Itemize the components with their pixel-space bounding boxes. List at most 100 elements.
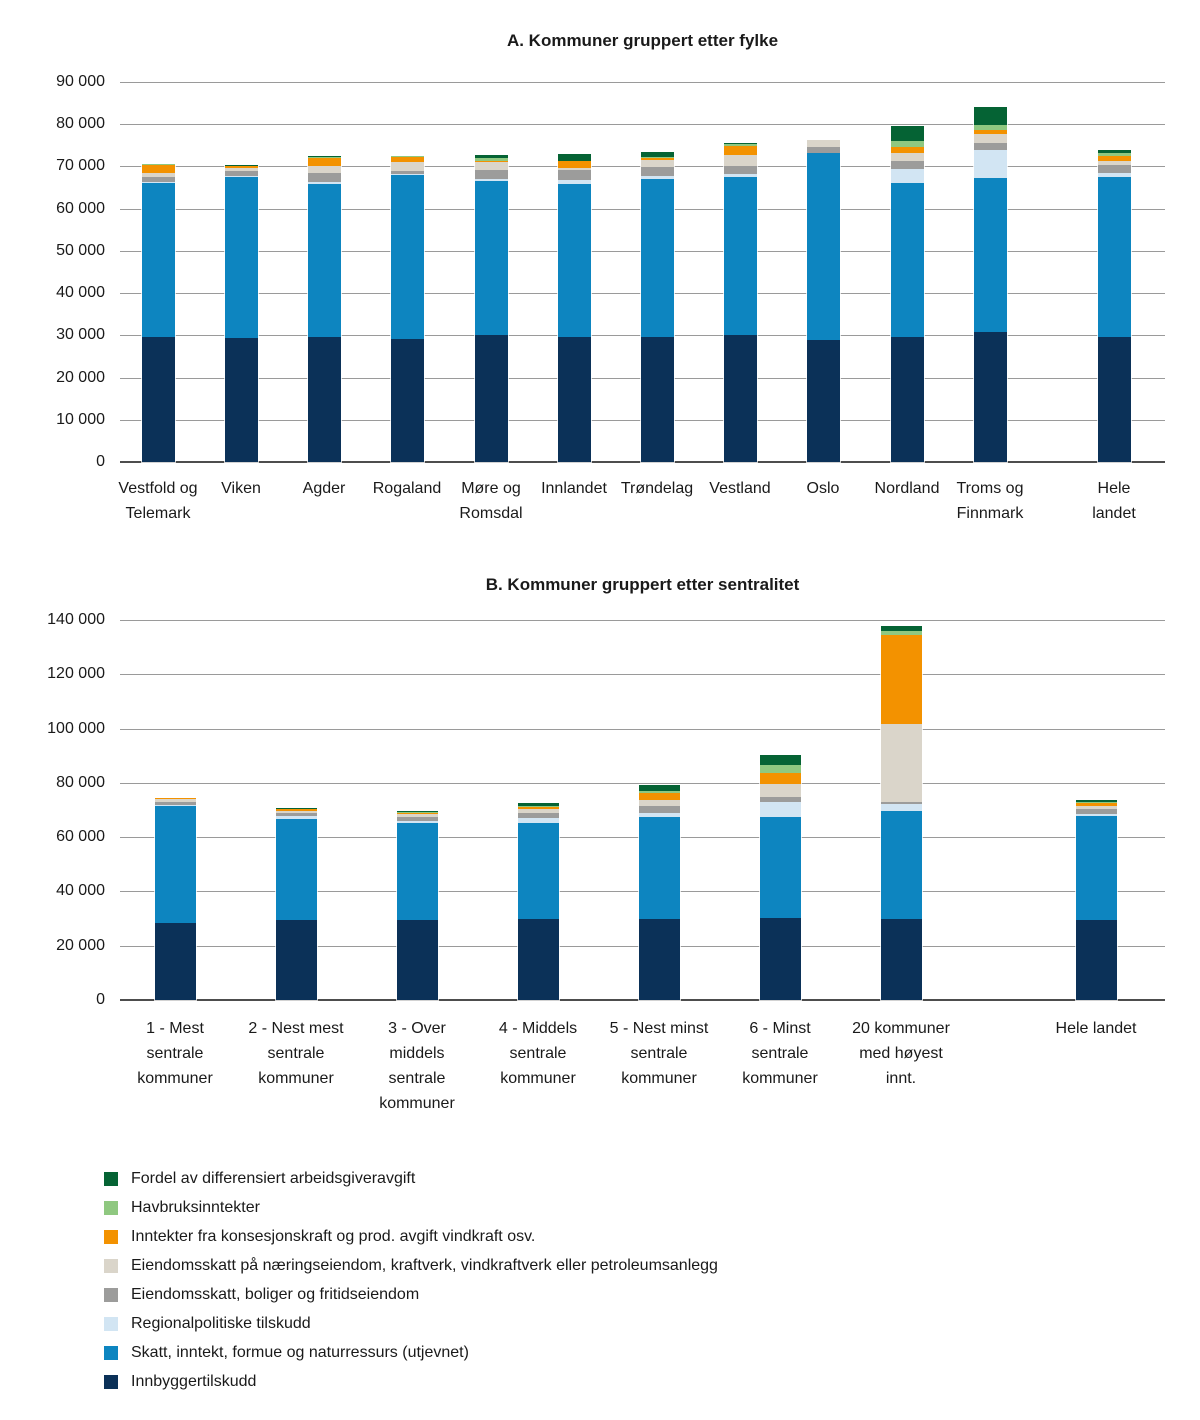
gridline [120,728,1165,730]
x-axis-label-line: 6 - Minst [749,1020,811,1037]
stacked-bar [759,754,801,1000]
bar-segment [474,162,508,171]
bar-segment [474,179,508,182]
bar-segment [275,808,317,811]
bar-segment [307,157,341,166]
x-axis-label-line: sentrale [751,1045,809,1062]
bar-segment [224,167,258,171]
bar-segment [141,183,175,338]
bar-segment [517,802,559,807]
bar-segment [557,179,591,185]
bar-segment [307,337,341,462]
bar-segment [307,156,341,158]
bar-segment [154,922,196,1000]
stacked-bar [640,151,674,462]
bar-segment [557,184,591,338]
bar-segment [474,158,508,161]
bar-segment [275,819,317,921]
x-axis-label-line: Telemark [125,505,191,522]
bar-segment [141,337,175,462]
x-axis-label-line: innt. [885,1070,917,1087]
legend-item-label: Regionalpolitiske tilskudd [131,1314,311,1332]
bar-segment [1097,153,1131,156]
bar-segment [880,801,922,805]
legend-item-label: Eiendomsskatt på næringseiendom, kraftve… [131,1256,718,1274]
legend-item: Fordel av differensiert arbeidsgiveravgi… [104,1164,415,1193]
bar-segment [640,179,674,337]
bar-segment [141,172,175,177]
bar-segment [141,164,175,173]
x-axis-label-line: Nordland [874,480,940,497]
bar-segment [517,818,559,823]
bar-segment [880,918,922,1000]
bar-segment [396,813,438,818]
legend-item-label: Skatt, inntekt, formue og naturressurs (… [131,1343,469,1361]
x-axis-label: 2 - Nest mest sentrale kommuner [221,1016,371,1091]
chart-a-plot-area: 90 000 80 000 70 000 60 000 50 000 40 000 30 0… [56,73,1165,522]
bar-segment [396,812,438,813]
bar-segment [474,155,508,159]
legend-swatch [104,1258,118,1273]
bar-segment [890,169,924,183]
bar-segment [880,724,922,802]
x-axis-label-line: Hele landet [1055,1020,1137,1037]
bar-segment [517,822,559,919]
bar-segment [517,918,559,1000]
x-axis-label: 20 kommuner med høyest innt. [826,1016,976,1091]
x-axis-label-line: Troms og [956,480,1024,497]
bar-segment [307,182,341,185]
bar-segment [638,799,680,807]
legend-item-label: Fordel av differensiert arbeidsgiveravgi… [131,1169,416,1187]
x-axis-label-line: sentrale [146,1045,204,1062]
bar-segment [759,801,801,818]
gridline [120,82,1165,83]
bar-segment [517,809,559,813]
stacked-bar [275,808,317,1000]
chart-a-title: A. Kommuner gruppert etter fylke [506,31,779,50]
bar-segment [759,817,801,918]
bar-segment [973,107,1007,126]
legend-swatch [104,1316,118,1331]
x-axis-label-line: Romsdal [459,505,523,522]
bar-segment [806,339,840,462]
gridline [120,620,1165,621]
bar-segment [880,811,922,919]
stacked-bar [307,156,341,462]
bar-segment [474,160,508,163]
bar-segment [224,338,258,462]
legend-item: Regionalpolitiske tilskudd [104,1309,311,1338]
x-axis-line [120,461,1165,463]
legend-item: Havbruksinntekter [104,1193,260,1222]
bar-segment [1075,799,1117,802]
x-axis-line [120,999,1165,1001]
bar-segment [154,805,196,807]
x-axis-label: 4 - Middels sentrale kommuner [463,1016,613,1091]
bar-segment [1097,337,1131,462]
bar-segment [759,754,801,766]
bar-segment [1097,172,1131,177]
bar-segment [723,145,757,156]
bar-segment [275,810,317,813]
bar-segment [890,126,924,142]
legend-swatch [104,1229,118,1244]
bar-segment [1075,814,1117,817]
bar-segment [154,806,196,923]
x-axis-label-line: Vestfold og [118,480,198,497]
x-axis-label-line: Trøndelag [620,480,694,497]
bar-segment [396,822,438,920]
y-tick-label: 40 000 [56,284,105,302]
x-axis-label: Hele landet [1021,1016,1171,1041]
bar-segment [275,920,317,1000]
y-tick-label: 60 000 [56,828,105,846]
bar-segment [973,125,1007,130]
stacked-bar [390,155,424,462]
stacked-bar [154,797,196,1000]
y-tick-label: 40 000 [56,882,105,900]
x-axis-label: Oslo [763,476,883,501]
stacked-bar [890,126,924,462]
x-axis-label-line: middels [389,1045,445,1062]
bar-segment [1097,176,1131,337]
y-tick-label: 80 000 [56,115,105,133]
bar-segment [154,799,196,802]
